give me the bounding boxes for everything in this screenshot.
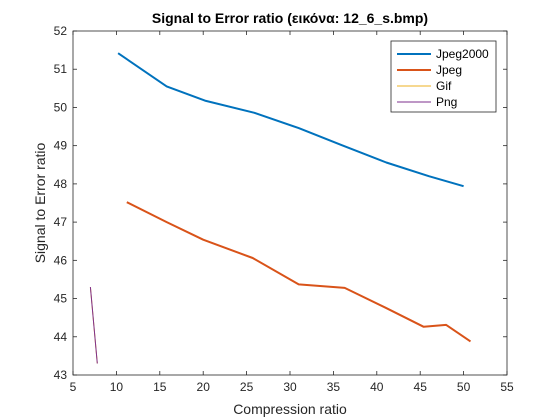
- y-tick-label: 51: [54, 62, 68, 76]
- legend: Jpeg2000 Jpeg Gif Png: [390, 40, 497, 113]
- legend-label-jpeg: Jpeg: [436, 63, 462, 77]
- y-tick-label: 44: [54, 330, 68, 344]
- y-tick-label: 52: [54, 24, 68, 38]
- x-tick-label: 55: [500, 380, 514, 394]
- x-axis-label: Compression ratio: [233, 401, 347, 417]
- y-tick-label: 49: [54, 139, 68, 153]
- y-tick-label: 46: [54, 253, 68, 267]
- series-line-jpeg: [126, 201, 472, 343]
- axis-ticks: 5 10 15 20 25 30 35 40 45 50 55 43 44 45 46 47 48 49 50 51 5…: [54, 24, 514, 394]
- y-tick-label: 50: [54, 100, 68, 114]
- series-line-jpeg2000: [117, 52, 464, 188]
- x-tick-label: 15: [153, 380, 167, 394]
- chart-title: Signal to Error ratio (εικόνα: 12_6_s.bm…: [152, 10, 428, 26]
- legend-label-jpeg2000: Jpeg2000: [436, 47, 489, 61]
- y-tick-label: 48: [54, 177, 68, 191]
- series-line-png: [89, 287, 98, 364]
- x-tick-label: 40: [370, 380, 384, 394]
- x-tick-label: 25: [240, 380, 254, 394]
- x-tick-label: 20: [197, 380, 211, 394]
- legend-label-png: Png: [436, 95, 457, 109]
- x-tick-label: 5: [70, 380, 77, 394]
- y-axis-label: Signal to Error ratio: [32, 142, 48, 263]
- y-tick-label: 45: [54, 292, 68, 306]
- legend-label-gif: Gif: [436, 79, 452, 93]
- legend-box: [390, 40, 497, 113]
- x-tick-label: 50: [457, 380, 471, 394]
- x-tick-label: 30: [283, 380, 297, 394]
- x-tick-label: 10: [110, 380, 124, 394]
- y-tick-label: 47: [54, 215, 68, 229]
- x-tick-label: 45: [414, 380, 428, 394]
- x-tick-label: 35: [327, 380, 341, 394]
- y-tick-label: 43: [54, 368, 68, 382]
- data-series: [89, 52, 472, 364]
